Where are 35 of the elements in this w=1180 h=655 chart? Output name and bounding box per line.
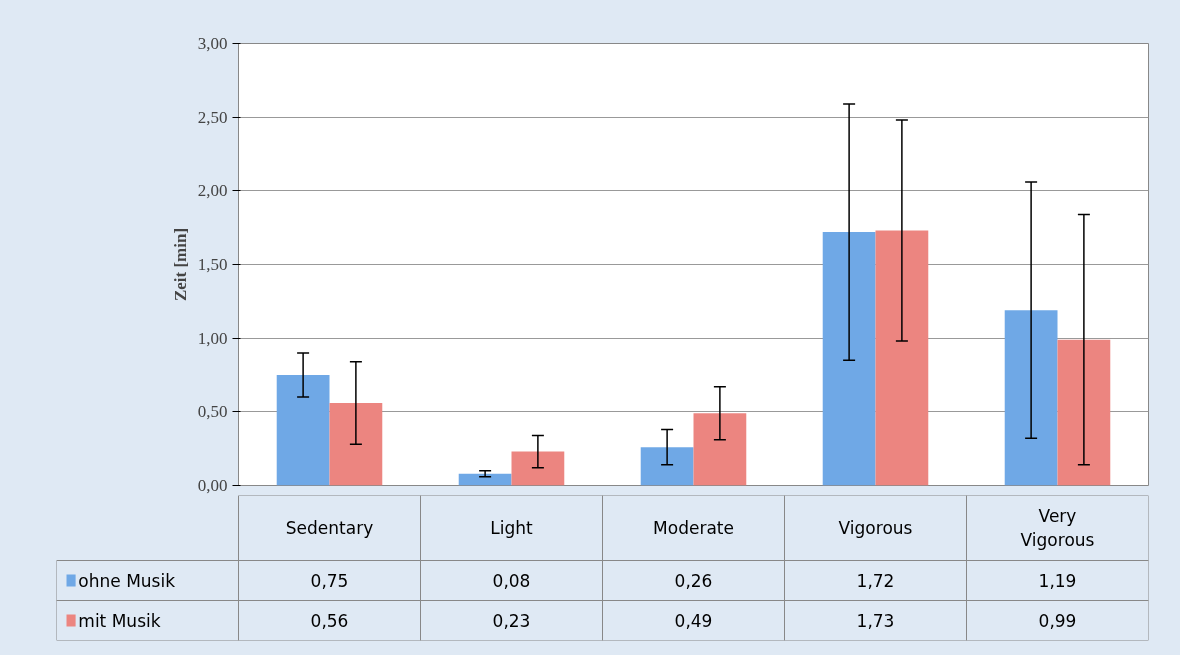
y-tick-label: 1,50 <box>197 255 228 274</box>
x-tick-label: Light <box>490 518 534 538</box>
bar <box>693 413 747 486</box>
bar <box>1004 310 1058 486</box>
x-tick-label: Moderate <box>653 518 734 538</box>
bar <box>276 375 330 486</box>
y-tick-label: 2,00 <box>197 181 228 201</box>
x-tick-label: Very Vigorous <box>1020 506 1095 550</box>
data-label: 0,75 <box>310 571 349 591</box>
data-label: 0,23 <box>492 611 531 631</box>
data-label: 0,08 <box>492 571 531 591</box>
data-label: 1,72 <box>856 571 895 591</box>
bar <box>1057 339 1111 486</box>
data-label: 0,26 <box>674 571 713 591</box>
data-label: 1,73 <box>856 611 895 631</box>
x-tick-label: Vigorous <box>838 518 913 538</box>
bar <box>822 232 876 486</box>
y-tick-label: 3,00 <box>197 34 228 53</box>
data-label: 0,49 <box>674 611 713 631</box>
data-label: 0,99 <box>1038 611 1077 631</box>
y-tick-label: 0,50 <box>197 402 228 422</box>
y-tick-label: 1,00 <box>197 328 228 348</box>
legend-label: ohne Musik <box>78 570 176 591</box>
legend-label: mit Musik <box>78 610 161 631</box>
bar <box>329 402 383 486</box>
data-label: 1,19 <box>1038 571 1077 591</box>
data-label: 0,56 <box>310 611 349 631</box>
y-tick-label: 0,00 <box>197 476 228 495</box>
bar <box>511 451 565 486</box>
bar <box>875 230 929 486</box>
x-tick-label: Sedentary <box>285 518 374 538</box>
y-tick-label: 2,50 <box>197 107 228 127</box>
y-axis-title: Zeit [min] <box>170 227 190 302</box>
bar <box>640 447 694 486</box>
bar <box>458 473 512 486</box>
